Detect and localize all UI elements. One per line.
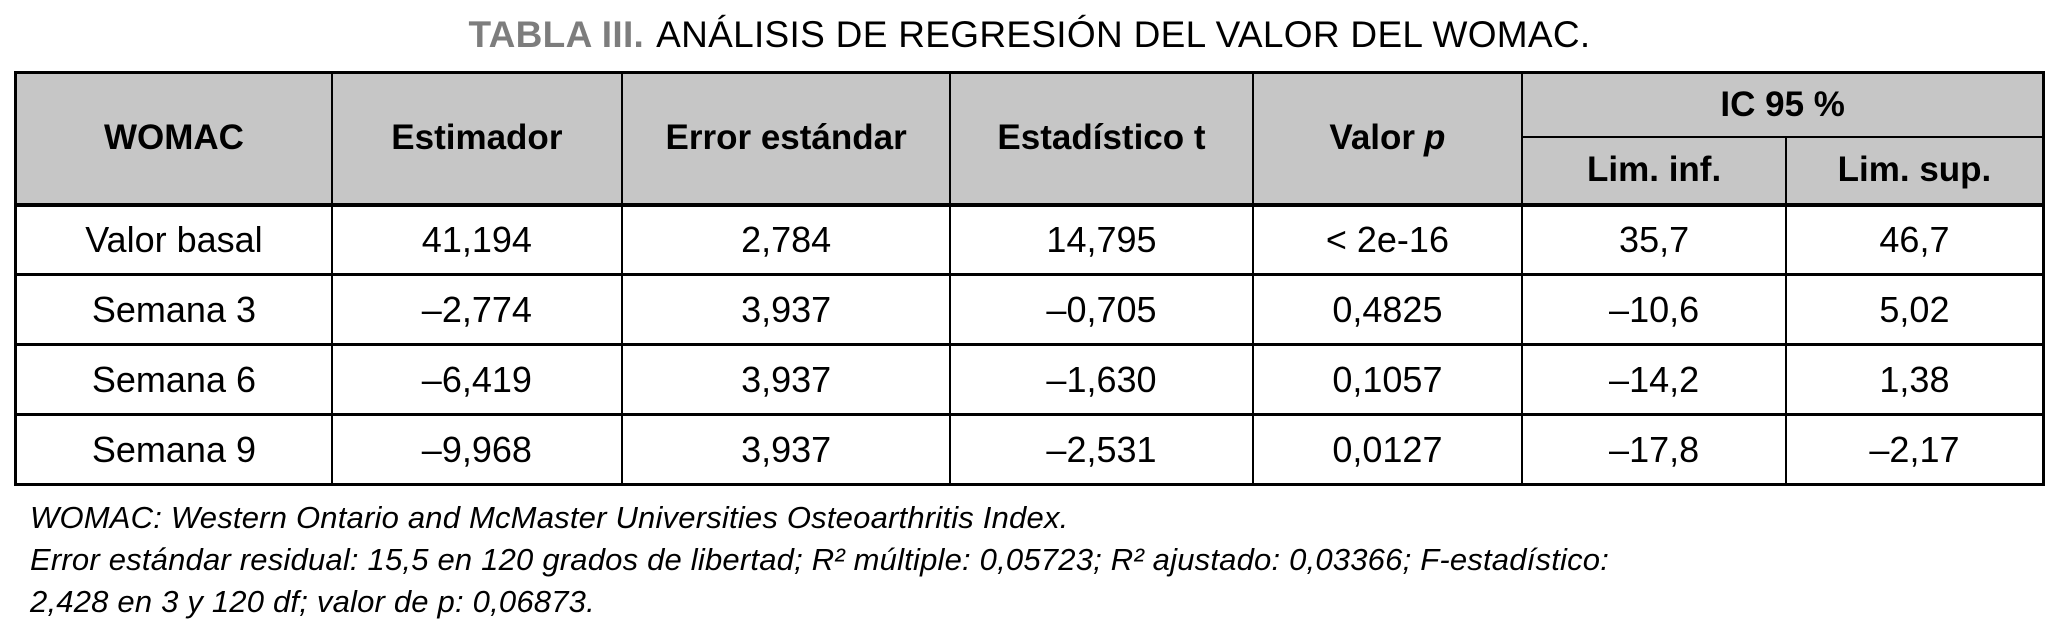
row-label-cell: Valor basal [14,203,333,276]
row-label-cell: Semana 3 [14,273,333,346]
valor-p-cell: 0,4825 [1251,273,1524,346]
col-header-lim-sup: Lim. sup. [1784,135,2045,207]
col-header-valor-p: Valor p [1251,71,1524,207]
lim-sup-cell: 1,38 [1784,343,2045,416]
lim-sup-cell: 46,7 [1784,203,2045,276]
valor-label: Valor [1329,118,1416,158]
col-header-estimador: Estimador [330,71,623,207]
error-estandar-cell: 3,937 [620,343,952,416]
valor-p-cell: 0,1057 [1251,343,1524,416]
lim-inf-cell: –17,8 [1521,413,1787,486]
estimador-cell: –6,419 [330,343,623,416]
table-row-semana-9: Semana 9 –9,968 3,937 –2,531 0,0127 –17,… [14,413,2045,486]
table-row-semana-3: Semana 3 –2,774 3,937 –0,705 0,4825 –10,… [14,273,2045,346]
estimador-cell: –2,774 [330,273,623,346]
lim-sup-cell: 5,02 [1784,273,2045,346]
regression-table: WOMAC Estimador Error estándar Estadísti… [14,71,2045,486]
p-italic-label: p [1424,118,1446,158]
estadistico-t-cell: 14,795 [949,203,1254,276]
col-header-lim-inf: Lim. inf. [1521,135,1787,207]
table-row-semana-6: Semana 6 –6,419 3,937 –1,630 0,1057 –14,… [14,343,2045,416]
lim-inf-cell: –10,6 [1521,273,1787,346]
table-row-valor-basal: Valor basal 41,194 2,784 14,795 < 2e-16 … [14,203,2045,276]
row-label-cell: Semana 6 [14,343,333,416]
footnote-line-3: 2,428 en 3 y 120 df; valor de p: 0,06873… [30,584,595,619]
table-title: TABLA III. ANÁLISIS DE REGRESIÓN DEL VALO… [0,0,2059,56]
table-body: Valor basal 41,194 2,784 14,795 < 2e-16 … [14,203,2045,486]
estadistico-t-cell: –2,531 [949,413,1254,486]
row-label-cell: Semana 9 [14,413,333,486]
error-estandar-cell: 3,937 [620,273,952,346]
col-header-error-estandar: Error estándar [620,71,952,207]
table-title-label: TABLA III. [468,14,645,55]
col-header-ic95: IC 95 % [1521,71,2045,138]
lim-inf-cell: 35,7 [1521,203,1787,276]
table-title-text: ANÁLISIS DE REGRESIÓN DEL VALOR DEL WOMA… [656,14,1591,55]
error-estandar-cell: 3,937 [620,413,952,486]
lim-inf-cell: –14,2 [1521,343,1787,416]
table-header: WOMAC Estimador Error estándar Estadísti… [14,71,2045,207]
estadistico-t-cell: –0,705 [949,273,1254,346]
estadistico-t-cell: –1,630 [949,343,1254,416]
footnote-line-2: Error estándar residual: 15,5 en 120 gra… [30,542,1610,577]
valor-p-cell: 0,0127 [1251,413,1524,486]
estimador-cell: 41,194 [330,203,623,276]
estimador-cell: –9,968 [330,413,623,486]
footnote-line-1: WOMAC: Western Ontario and McMaster Univ… [30,500,1069,535]
valor-p-cell: < 2e-16 [1251,203,1524,276]
col-header-womac: WOMAC [14,71,333,207]
error-estandar-cell: 2,784 [620,203,952,276]
lim-sup-cell: –2,17 [1784,413,2045,486]
table-footnotes: WOMAC: Western Ontario and McMaster Univ… [30,497,2039,623]
col-header-estadistico-t: Estadístico t [949,71,1254,207]
